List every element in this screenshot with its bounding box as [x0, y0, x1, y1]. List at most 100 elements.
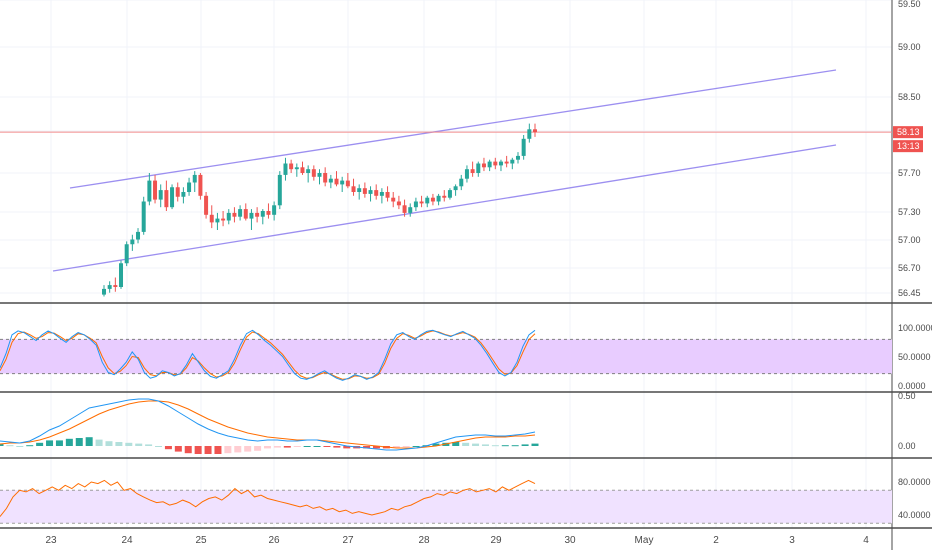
- candle-body: [107, 285, 112, 289]
- candle-body: [300, 167, 305, 173]
- candle-body: [476, 163, 481, 173]
- candle-body: [317, 173, 322, 177]
- candle-body: [175, 187, 180, 197]
- macd-histogram-bar: [224, 446, 232, 454]
- candle-body: [277, 174, 282, 206]
- candle-body: [198, 174, 203, 196]
- candle-body: [272, 205, 277, 215]
- channel-lower-line: [52, 144, 837, 272]
- macd-histogram-bar: [402, 446, 410, 447]
- macd-histogram-bar: [273, 446, 281, 448]
- date-tick-label: 24: [121, 535, 133, 546]
- candle-body: [379, 192, 384, 196]
- macd-histogram-bar: [26, 445, 34, 447]
- candle-body: [481, 163, 486, 168]
- stoch-tick-label: 50.0000: [898, 352, 931, 362]
- stoch-tick-label: 0.0000: [898, 381, 926, 391]
- macd-histogram-bar: [115, 442, 123, 446]
- date-tick-label: 25: [195, 535, 207, 546]
- macd-histogram-bar: [6, 445, 14, 447]
- macd-histogram-bar: [333, 446, 341, 448]
- macd-histogram-bar: [392, 446, 400, 448]
- macd-histogram-bar: [343, 446, 351, 449]
- candle-body: [498, 161, 503, 166]
- rsi-tick-label: 80.0000: [898, 477, 931, 487]
- candle-body: [447, 190, 452, 198]
- stoch-k-line: [0, 329, 536, 381]
- price-tick-label: 59.00: [898, 42, 921, 52]
- candle-body: [181, 192, 186, 197]
- macd-tick-label: 0.00: [898, 441, 916, 451]
- candle-body: [464, 169, 469, 179]
- candle-body: [328, 178, 333, 183]
- macd-histogram-bar: [125, 442, 133, 446]
- candle-body: [306, 169, 311, 173]
- macd-histogram-bar: [363, 446, 371, 449]
- price-tick-label: 57.30: [898, 207, 921, 217]
- candle-body: [266, 211, 271, 215]
- candle-body: [510, 159, 515, 164]
- macd-histogram-bar: [323, 446, 331, 447]
- macd-histogram-bar: [491, 445, 499, 447]
- candle-body: [147, 180, 152, 202]
- candle-body: [255, 212, 260, 217]
- macd-histogram-bar: [36, 442, 44, 446]
- date-tick-label: 30: [564, 535, 576, 546]
- stoch-tick-label: 100.0000: [898, 323, 932, 333]
- date-tick-label: 27: [342, 535, 354, 546]
- candle-body: [487, 161, 492, 168]
- macd-histogram-bar: [521, 444, 529, 446]
- candle-body: [311, 169, 316, 177]
- macd-histogram-bar: [254, 446, 262, 451]
- macd-histogram-bar: [75, 438, 83, 446]
- candle-body: [374, 190, 379, 196]
- candle-body: [232, 212, 237, 217]
- macd-histogram-bar: [313, 446, 321, 447]
- candle-body: [533, 129, 537, 133]
- candle-body: [334, 178, 339, 185]
- price-tick-label: 58.50: [898, 92, 921, 102]
- candle-body: [164, 190, 169, 208]
- macd-line: [0, 398, 536, 451]
- candle-body: [130, 239, 135, 245]
- candle-body: [402, 205, 407, 213]
- countdown-badge: [893, 140, 923, 153]
- candle-body: [419, 201, 424, 204]
- date-tick-label: May: [635, 535, 654, 546]
- macd-histogram-bar: [472, 443, 480, 446]
- candle-body: [221, 218, 226, 221]
- candle-body: [504, 161, 509, 164]
- candle-body: [209, 214, 214, 223]
- macd-histogram-bar: [16, 446, 24, 447]
- macd-histogram-bar: [194, 446, 202, 454]
- price-tick-label: 59.50: [898, 0, 921, 9]
- candle-body: [385, 192, 390, 198]
- macd-histogram-bar: [145, 444, 153, 446]
- candle-body: [204, 195, 209, 215]
- macd-histogram-bar: [264, 446, 271, 449]
- candle-body: [249, 212, 254, 219]
- candle-body: [413, 201, 418, 208]
- date-tick-label: 23: [45, 535, 57, 546]
- date-tick-label: 28: [418, 535, 430, 546]
- candle-body: [357, 188, 362, 192]
- candle-body: [119, 263, 124, 287]
- candle-body: [459, 178, 464, 187]
- price-tick-label: 56.45: [898, 288, 921, 298]
- macd-histogram-bar: [481, 444, 489, 446]
- macd-histogram-bar: [412, 446, 420, 447]
- candle-body: [362, 188, 367, 194]
- macd-histogram-bar: [462, 442, 470, 446]
- candle-body: [323, 173, 328, 183]
- candle-body: [408, 207, 413, 213]
- macd-histogram-bar: [105, 441, 113, 446]
- date-tick-label: 26: [268, 535, 280, 546]
- macd-histogram-bar: [293, 446, 301, 447]
- macd-histogram-bar: [85, 437, 93, 446]
- candle-body: [425, 197, 430, 204]
- macd-histogram-bar: [204, 446, 212, 454]
- candle-body: [136, 231, 141, 240]
- macd-histogram-bar: [303, 446, 311, 447]
- price-tick-label: 57.70: [898, 168, 921, 178]
- candle-body: [493, 161, 498, 166]
